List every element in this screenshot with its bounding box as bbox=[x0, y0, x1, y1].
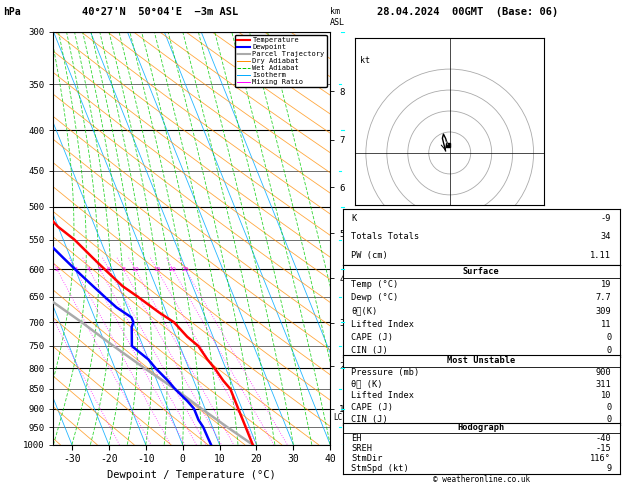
Text: Surface: Surface bbox=[463, 267, 499, 276]
Text: 8: 8 bbox=[121, 267, 125, 272]
Text: -15: -15 bbox=[596, 444, 611, 453]
Text: θᴄ(K): θᴄ(K) bbox=[351, 307, 377, 315]
Text: PW (cm): PW (cm) bbox=[351, 251, 388, 260]
Text: hPa: hPa bbox=[3, 7, 21, 17]
Text: 4: 4 bbox=[87, 267, 91, 272]
Text: 0: 0 bbox=[606, 346, 611, 355]
Text: 3: 3 bbox=[74, 267, 77, 272]
Text: CAPE (J): CAPE (J) bbox=[351, 403, 393, 412]
X-axis label: Dewpoint / Temperature (°C): Dewpoint / Temperature (°C) bbox=[108, 470, 276, 480]
Text: 15: 15 bbox=[153, 267, 161, 272]
Text: 11: 11 bbox=[601, 320, 611, 329]
Text: EH: EH bbox=[351, 434, 362, 443]
Text: 10: 10 bbox=[131, 267, 139, 272]
Text: CIN (J): CIN (J) bbox=[351, 346, 388, 355]
Text: 309: 309 bbox=[596, 307, 611, 315]
Text: 0: 0 bbox=[606, 403, 611, 412]
Text: LCL: LCL bbox=[333, 414, 347, 422]
Text: K: K bbox=[351, 214, 357, 223]
Text: CAPE (J): CAPE (J) bbox=[351, 333, 393, 342]
Text: 40°27'N  50°04'E  −3m ASL: 40°27'N 50°04'E −3m ASL bbox=[82, 7, 238, 17]
Text: 5: 5 bbox=[98, 267, 102, 272]
Text: Pressure (mb): Pressure (mb) bbox=[351, 368, 420, 377]
Text: 7.7: 7.7 bbox=[596, 294, 611, 302]
Text: 0: 0 bbox=[606, 333, 611, 342]
Text: SREH: SREH bbox=[351, 444, 372, 453]
Text: StmDir: StmDir bbox=[351, 454, 382, 463]
Text: Temp (°C): Temp (°C) bbox=[351, 280, 398, 289]
Text: 28.04.2024  00GMT  (Base: 06): 28.04.2024 00GMT (Base: 06) bbox=[377, 7, 559, 17]
Text: Totals Totals: Totals Totals bbox=[351, 232, 420, 242]
Text: km
ASL: km ASL bbox=[330, 7, 345, 27]
Text: -40: -40 bbox=[596, 434, 611, 443]
Text: 25: 25 bbox=[182, 267, 189, 272]
Text: Dewp (°C): Dewp (°C) bbox=[351, 294, 398, 302]
Text: 116°: 116° bbox=[590, 454, 611, 463]
Text: © weatheronline.co.uk: © weatheronline.co.uk bbox=[433, 475, 530, 484]
Text: -9: -9 bbox=[601, 214, 611, 223]
Text: Most Unstable: Most Unstable bbox=[447, 356, 515, 365]
Text: 0: 0 bbox=[606, 415, 611, 424]
Text: 10: 10 bbox=[601, 391, 611, 400]
Text: CIN (J): CIN (J) bbox=[351, 415, 388, 424]
Text: Lifted Index: Lifted Index bbox=[351, 320, 414, 329]
Text: kt: kt bbox=[360, 56, 370, 65]
Text: 311: 311 bbox=[596, 380, 611, 389]
Text: 20: 20 bbox=[169, 267, 177, 272]
Text: 6: 6 bbox=[107, 267, 111, 272]
Text: 2: 2 bbox=[55, 267, 59, 272]
Text: Lifted Index: Lifted Index bbox=[351, 391, 414, 400]
Text: 900: 900 bbox=[596, 368, 611, 377]
Text: 34: 34 bbox=[601, 232, 611, 242]
Legend: Temperature, Dewpoint, Parcel Trajectory, Dry Adiabat, Wet Adiabat, Isotherm, Mi: Temperature, Dewpoint, Parcel Trajectory… bbox=[235, 35, 326, 87]
Text: 9: 9 bbox=[606, 464, 611, 473]
Text: StmSpd (kt): StmSpd (kt) bbox=[351, 464, 409, 473]
Text: Hodograph: Hodograph bbox=[457, 423, 505, 433]
Text: 19: 19 bbox=[601, 280, 611, 289]
Text: 1.11: 1.11 bbox=[590, 251, 611, 260]
Text: θᴄ (K): θᴄ (K) bbox=[351, 380, 382, 389]
